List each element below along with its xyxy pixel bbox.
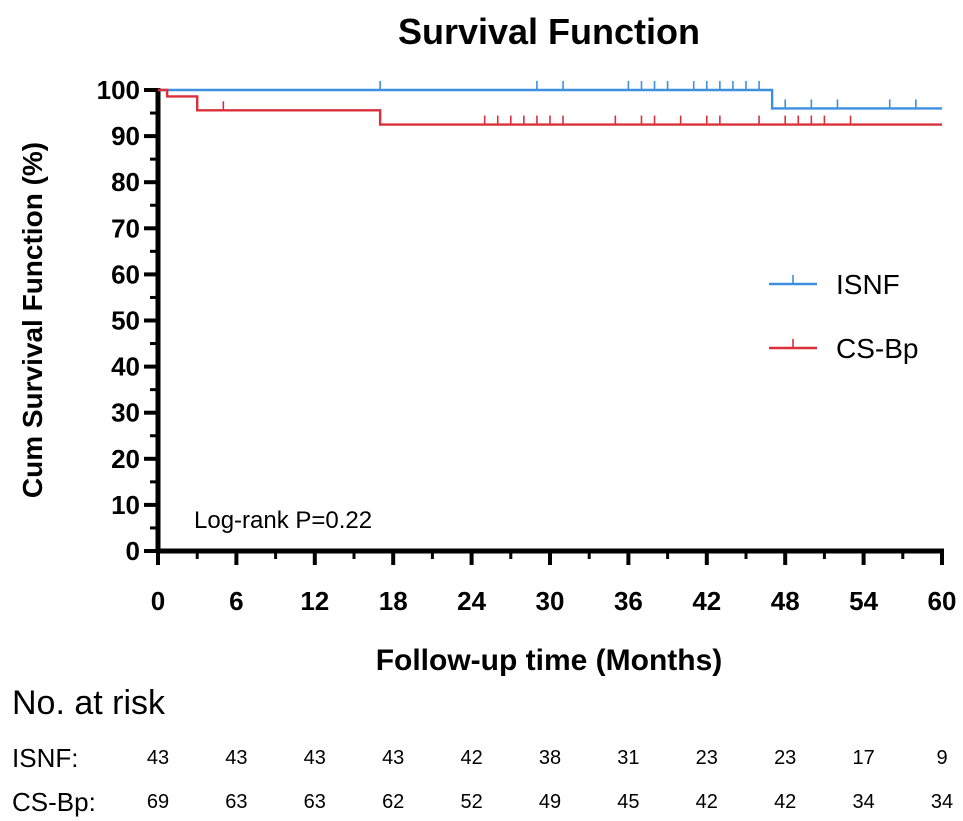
risk-cell: 49: [539, 791, 561, 813]
risk-cell: 52: [460, 791, 482, 813]
y-tick-label: 20: [111, 444, 140, 474]
x-tick-label: 54: [849, 586, 878, 616]
y-tick-label: 70: [111, 213, 140, 243]
risk-cell: 42: [460, 747, 482, 769]
x-axis-label: Follow-up time (Months): [376, 644, 723, 677]
risk-row-label: CS-Bp:: [12, 787, 96, 817]
risk-cell: 34: [852, 791, 874, 813]
risk-table-heading: No. at risk: [12, 684, 166, 722]
x-tick-label: 60: [928, 586, 957, 616]
risk-cell: 23: [696, 747, 718, 769]
y-tick-label: 60: [111, 259, 140, 289]
y-tick-label: 10: [111, 490, 140, 520]
x-tick-label: 24: [457, 586, 486, 616]
risk-cell: 42: [774, 791, 796, 813]
risk-cell: 23: [774, 747, 796, 769]
y-axis-label: Cum Survival Function (%): [17, 142, 48, 498]
risk-cell: 17: [852, 747, 874, 769]
risk-cell: 34: [931, 791, 953, 813]
risk-cell: 63: [304, 791, 326, 813]
risk-cell: 42: [696, 791, 718, 813]
risk-cell: 9: [936, 747, 947, 769]
risk-cell: 43: [304, 747, 326, 769]
x-tick-label: 48: [771, 586, 800, 616]
legend-label: CS-Bp: [836, 333, 918, 364]
x-tick-label: 18: [379, 586, 408, 616]
plot-area: 0 6 12 18 24 30 36 42 48 54 60 0 10 20 30 40 50 60 70 80 90 1…: [12, 75, 956, 817]
series-line-cs-bp: [158, 88, 942, 126]
x-tick-label: 0: [151, 586, 165, 616]
risk-cell: 62: [382, 791, 404, 813]
y-tick-label: 100: [97, 75, 140, 105]
risk-cell: 43: [147, 747, 169, 769]
legend-label: ISNF: [836, 269, 900, 300]
x-tick-label: 42: [692, 586, 721, 616]
y-tick-label: 90: [111, 121, 140, 151]
risk-row-label: ISNF:: [12, 743, 78, 773]
log-rank-annotation: Log-rank P=0.22: [194, 507, 372, 534]
risk-cell: 43: [225, 747, 247, 769]
risk-cell: 63: [225, 791, 247, 813]
chart-title: Survival Function: [398, 11, 700, 52]
risk-cell: 38: [539, 747, 561, 769]
risk-cell: 45: [617, 791, 639, 813]
y-tick-label: 0: [126, 536, 140, 566]
risk-cell: 69: [147, 791, 169, 813]
y-tick-label: 80: [111, 167, 140, 197]
x-tick-label: 6: [229, 586, 243, 616]
x-tick-label: 36: [614, 586, 643, 616]
x-tick-label: 30: [536, 586, 565, 616]
y-tick-label: 50: [111, 306, 140, 336]
risk-cell: 43: [382, 747, 404, 769]
y-tick-label: 40: [111, 352, 140, 382]
risk-cell: 31: [617, 747, 639, 769]
x-tick-label: 12: [300, 586, 329, 616]
y-tick-label: 30: [111, 398, 140, 428]
series-line-isnf: [158, 88, 942, 110]
